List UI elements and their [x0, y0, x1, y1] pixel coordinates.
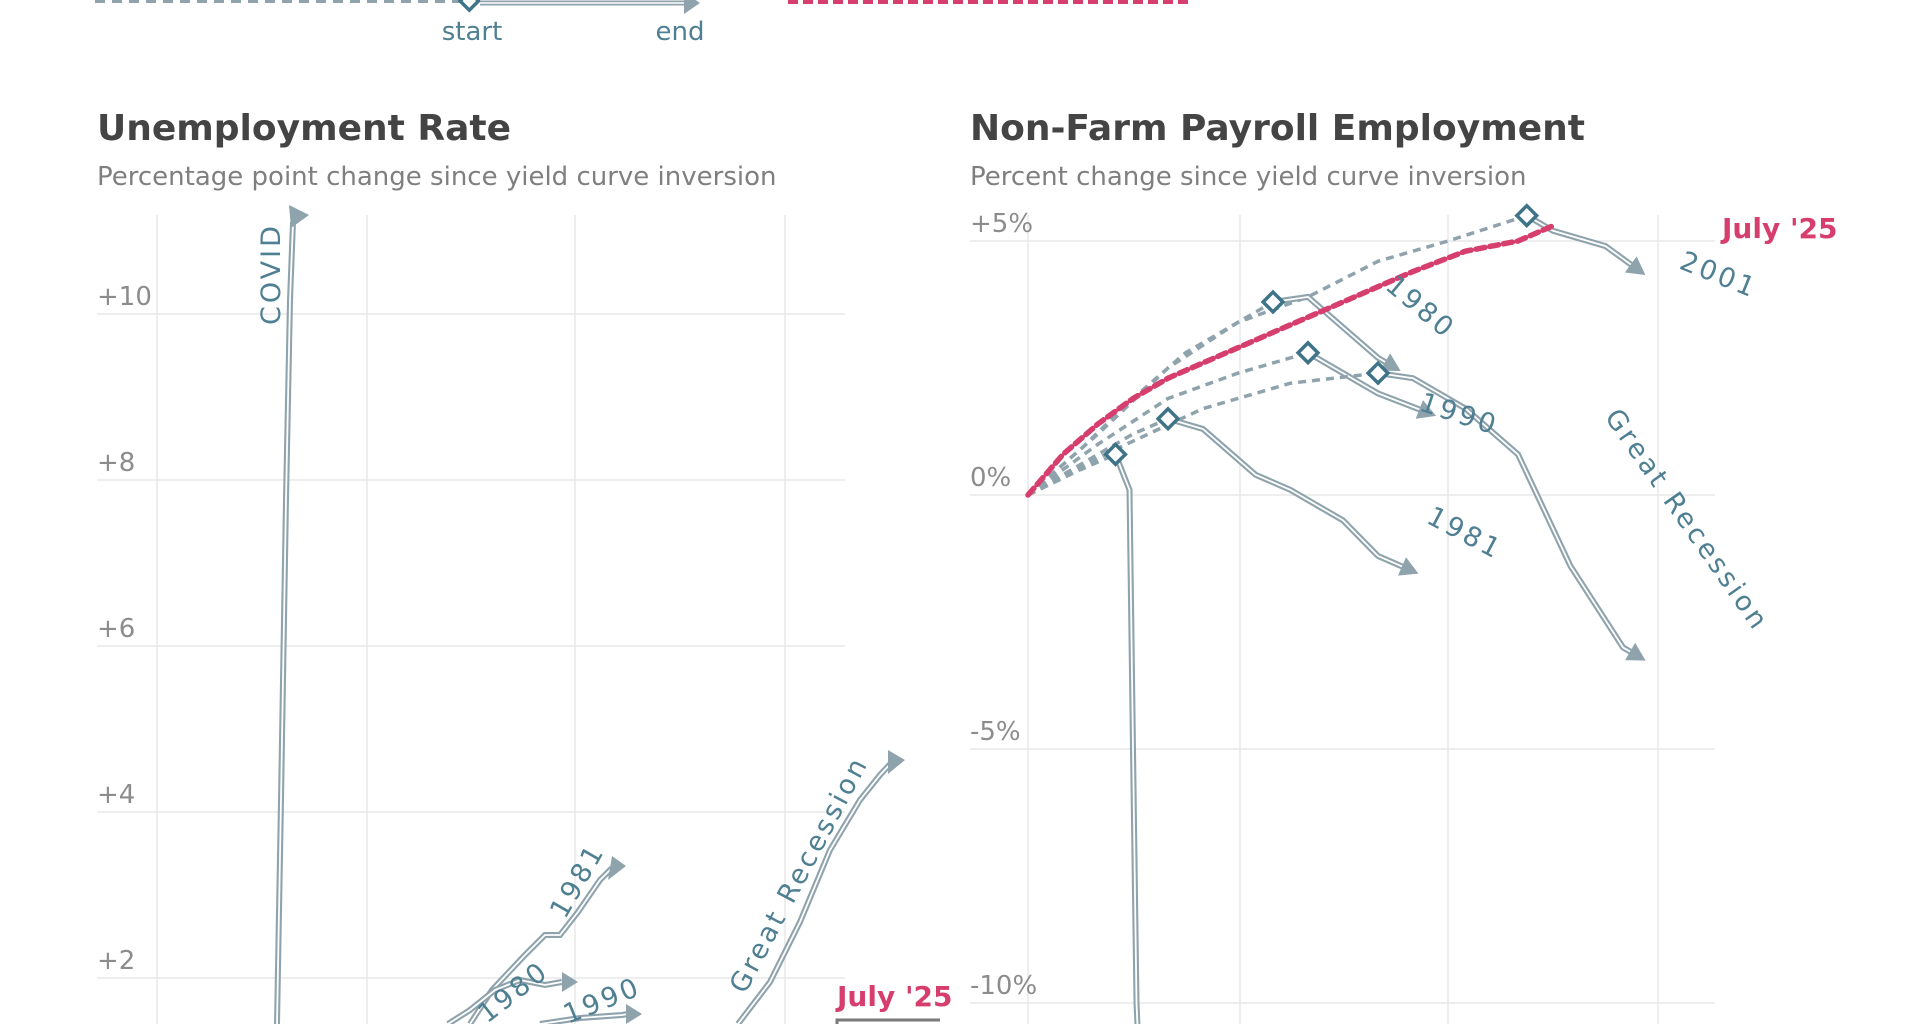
- payroll-start-marker-1981: [1155, 406, 1181, 432]
- payroll-line-pre-covid: [1027, 452, 1117, 497]
- payroll-arrow-2001: [1624, 256, 1646, 276]
- unemployment-arrow-1990: [626, 1004, 642, 1024]
- unemployment-ytick-4: +4: [97, 780, 135, 810]
- payroll-line-post-1990: [1306, 350, 1432, 417]
- payroll-arrow-1990: [1415, 400, 1437, 419]
- payroll-ytick-minus10: -10%: [970, 971, 1037, 1001]
- payroll-line-pre-1980: [1026, 300, 1274, 497]
- unemployment-y-axis: +10 +8 +6 +4 +2: [97, 282, 152, 976]
- unemployment-arrow-great-recession: [888, 750, 905, 774]
- payroll-ytick-0: 0%: [970, 463, 1011, 493]
- legend: start end: [95, 0, 1192, 47]
- unemployment-title: Unemployment Rate: [97, 108, 511, 149]
- unemployment-horizontal-grid: [97, 313, 845, 979]
- unemployment-arrow-1981: [608, 856, 626, 880]
- unemployment-label-great-recession: Great Recession: [724, 751, 875, 998]
- payroll-arrow-1980: [1380, 353, 1401, 372]
- payroll-chart: Non-Farm Payroll Employment Percent chan…: [970, 108, 1838, 1024]
- payroll-arrow-1981: [1398, 557, 1419, 576]
- legend-end-label: end: [656, 17, 705, 47]
- payroll-line-post-2001: [1525, 213, 1643, 274]
- unemployment-ytick-8: +8: [97, 448, 135, 478]
- payroll-line-pre-1981: [1027, 417, 1169, 497]
- legend-start-label: start: [442, 17, 503, 47]
- unemployment-series: [274, 205, 940, 1024]
- unemployment-arrow-1980: [562, 972, 578, 992]
- payroll-label-1981: 1981: [1422, 501, 1508, 566]
- payroll-title: Non-Farm Payroll Employment: [970, 108, 1585, 149]
- payroll-start-marker-great-recession: [1365, 360, 1391, 386]
- legend-start-marker: [457, 0, 481, 13]
- payroll-label-1990: 1990: [1416, 387, 1502, 441]
- unemployment-line-july-25: [835, 1018, 940, 1024]
- payroll-series: [1025, 203, 1646, 1024]
- payroll-start-marker-2001: [1514, 203, 1540, 228]
- payroll-ytick-minus5: -5%: [970, 717, 1021, 747]
- unemployment-arrow-covid: [289, 205, 309, 228]
- payroll-y-axis: +5% 0% -5% -10%: [970, 209, 1037, 1001]
- unemployment-ytick-6: +6: [97, 614, 135, 644]
- unemployment-vertical-grid: [156, 215, 786, 1024]
- unemployment-chart: Unemployment Rate Percentage point chang…: [97, 108, 953, 1024]
- payroll-label-2001: 2001: [1675, 246, 1761, 305]
- payroll-label-july-25: July '25: [1720, 212, 1838, 245]
- unemployment-label-covid: COVID: [256, 223, 287, 325]
- legend-end-arrow: [684, 0, 700, 14]
- payroll-start-marker-covid: [1103, 441, 1128, 467]
- payroll-subtitle: Percent change since yield curve inversi…: [970, 162, 1527, 192]
- unemployment-label-july-25: July '25: [835, 980, 953, 1013]
- unemployment-subtitle: Percentage point change since yield curv…: [97, 162, 777, 192]
- payroll-vertical-grid: [1027, 215, 1659, 1024]
- payroll-arrow-great-recession: [1625, 642, 1646, 661]
- payroll-line-pre-1990: [1026, 351, 1309, 497]
- unemployment-series-labels: COVID 1981 1980 1990 Great Recession Jul…: [256, 223, 953, 1024]
- payroll-line-july-25: [1025, 223, 1556, 498]
- payroll-label-great-recession: Great Recession: [1598, 403, 1775, 637]
- payroll-line-pre-great-recession: [1027, 371, 1379, 497]
- unemployment-ytick-2: +2: [97, 946, 135, 976]
- payroll-start-marker-1990: [1295, 340, 1321, 366]
- payroll-ytick-plus5: +5%: [970, 209, 1033, 239]
- payroll-start-marker-1980: [1260, 289, 1286, 315]
- unemployment-ytick-10: +10: [97, 282, 152, 312]
- payroll-label-1980: 1980: [1380, 270, 1462, 346]
